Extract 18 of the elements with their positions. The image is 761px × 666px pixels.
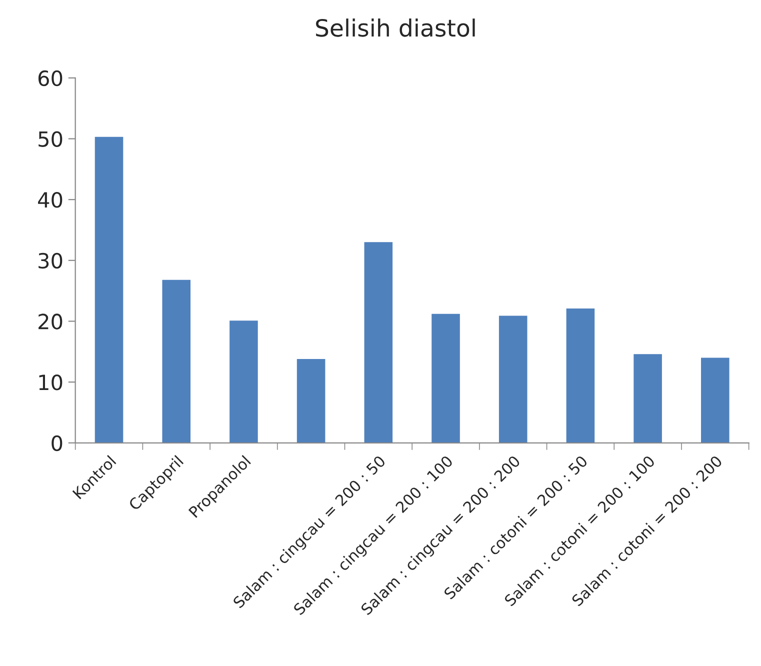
bar: [296, 358, 326, 443]
y-tick-label: 30: [38, 252, 62, 269]
bar: [432, 314, 460, 443]
bar: [566, 308, 595, 443]
bar: [94, 136, 124, 443]
chart-title: Selisih diastol: [316, 18, 475, 37]
bar: [634, 354, 662, 443]
bar: [364, 242, 393, 443]
y-tick-label: 0: [52, 435, 62, 452]
bar: [701, 358, 730, 443]
y-tick-label: 10: [39, 374, 62, 390]
bar: [162, 280, 191, 443]
y-tick-label: 20: [38, 314, 62, 330]
y-tick-label: 60: [38, 70, 62, 86]
bar: [230, 320, 258, 443]
bar: [498, 316, 528, 443]
y-tick-label: 40: [38, 192, 62, 208]
y-tick-label: 50: [38, 131, 62, 147]
